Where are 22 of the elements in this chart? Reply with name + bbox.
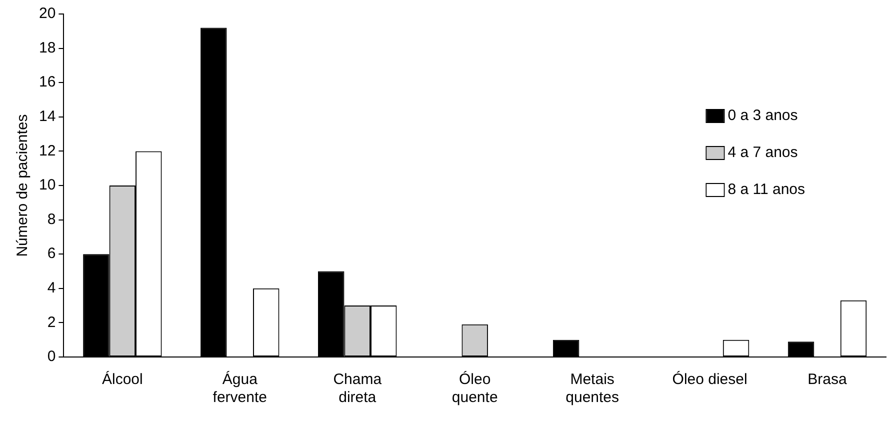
y-tick-label: 12	[38, 142, 56, 160]
y-tick-label: 4	[47, 280, 56, 297]
x-tick-label: Chama direta	[333, 371, 382, 406]
y-tick-label: 18	[38, 39, 56, 56]
legend-label: 4 a 7 anos	[728, 144, 798, 162]
x-tick-label: Álcool	[102, 370, 143, 388]
y-tick-label: 2	[47, 314, 56, 331]
x-tick-label: Água fervente	[212, 370, 267, 406]
y-axis-title: Número de pacientes	[14, 114, 32, 257]
y-tick-label: 10	[38, 176, 56, 194]
y-tick-label: 16	[38, 74, 56, 91]
y-tick-label: 8	[47, 210, 56, 228]
y-tick-label: 14	[38, 108, 56, 126]
x-tick-label: Metais quentes	[566, 371, 620, 406]
x-tick-label: Brasa	[808, 371, 848, 388]
legend-label: 8 a 11 anos	[728, 181, 806, 198]
y-tick-label: 20	[38, 5, 56, 22]
x-tick-label: Óleo quente	[452, 370, 498, 406]
legend-label: 0 a 3 anos	[728, 107, 798, 124]
y-tick-label: 0	[47, 348, 56, 366]
x-tick-label: Óleo diesel	[672, 370, 748, 388]
y-tick-label: 6	[47, 245, 56, 262]
